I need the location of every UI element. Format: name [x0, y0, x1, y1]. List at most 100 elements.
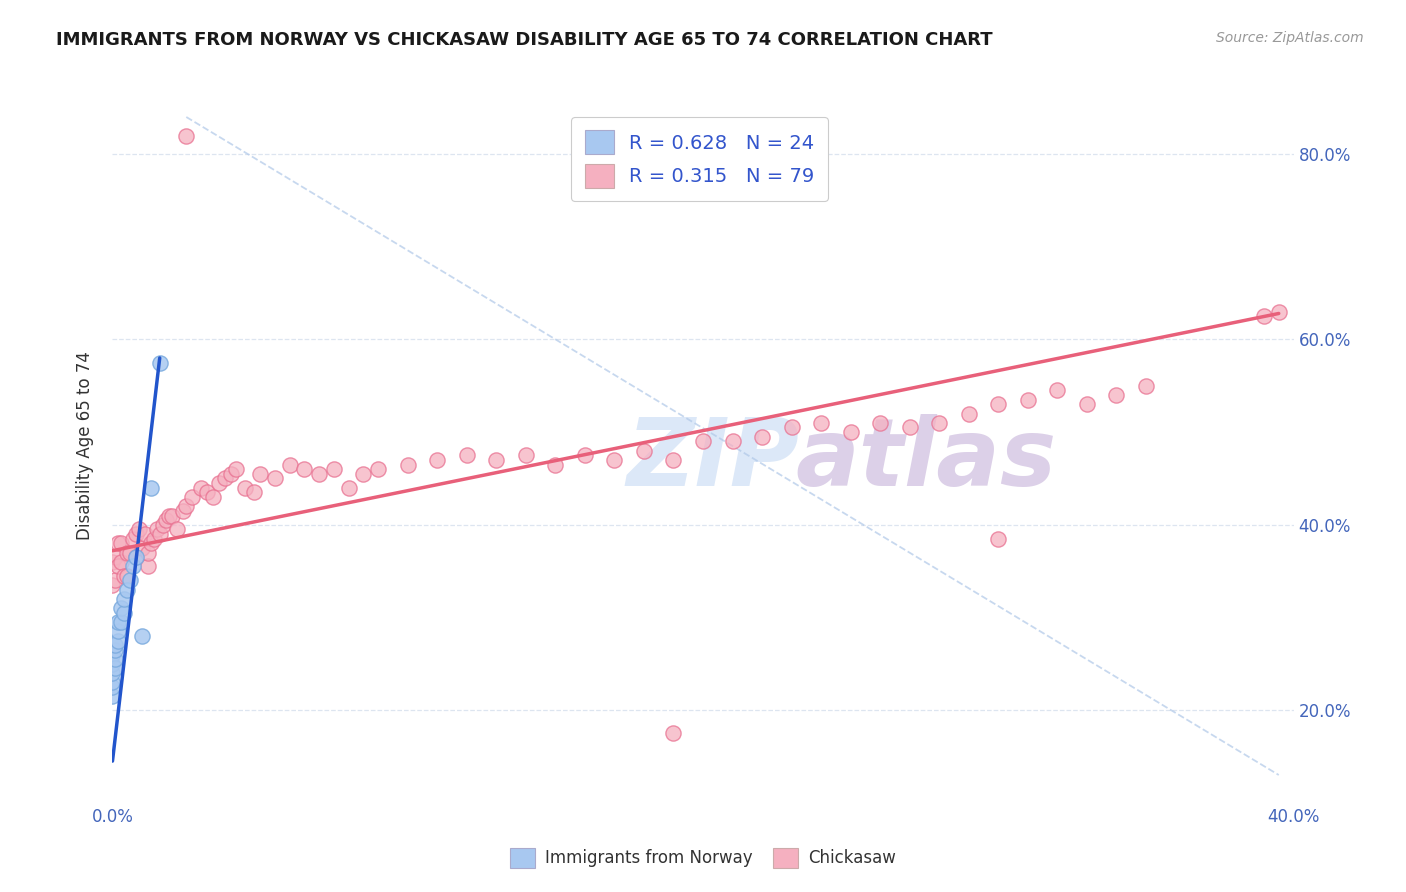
Point — [957, 407, 980, 421]
Point — [131, 541, 153, 555]
Point — [101, 675, 124, 690]
Point — [125, 550, 148, 565]
Point — [662, 726, 685, 740]
Point — [142, 532, 165, 546]
Point — [603, 453, 626, 467]
Point — [122, 532, 145, 546]
Point — [112, 568, 135, 582]
Point — [125, 550, 148, 565]
Point — [139, 536, 162, 550]
Point — [264, 471, 287, 485]
Point — [181, 490, 204, 504]
Point — [201, 490, 224, 504]
Point — [456, 448, 478, 462]
Point — [869, 416, 891, 430]
Point — [117, 568, 138, 582]
Point — [780, 420, 803, 434]
Legend: Immigrants from Norway, Chickasaw: Immigrants from Norway, Chickasaw — [503, 841, 903, 875]
Point — [101, 578, 124, 592]
Point — [574, 448, 596, 462]
Point — [1268, 304, 1291, 318]
Point — [308, 467, 330, 481]
Point — [101, 648, 124, 662]
Point — [1135, 378, 1157, 392]
Point — [117, 545, 138, 559]
Point — [104, 643, 127, 657]
Point — [107, 536, 129, 550]
Point — [157, 508, 180, 523]
Point — [104, 574, 127, 588]
Point — [396, 458, 419, 472]
Point — [987, 397, 1010, 411]
Point — [104, 550, 127, 565]
Y-axis label: Disability Age 65 to 74: Disability Age 65 to 74 — [76, 351, 94, 541]
Point — [112, 606, 135, 620]
Point — [166, 523, 188, 537]
Point — [107, 615, 129, 629]
Point — [1017, 392, 1039, 407]
Point — [633, 443, 655, 458]
Point — [101, 690, 124, 704]
Point — [101, 680, 124, 694]
Point — [117, 582, 138, 597]
Point — [190, 481, 212, 495]
Point — [721, 434, 744, 449]
Point — [136, 545, 159, 559]
Point — [485, 453, 508, 467]
Point — [249, 467, 271, 481]
Point — [208, 476, 231, 491]
Point — [898, 420, 921, 434]
Point — [110, 601, 132, 615]
Point — [225, 462, 247, 476]
Point — [152, 517, 174, 532]
Point — [101, 666, 124, 681]
Point — [110, 536, 132, 550]
Point — [125, 527, 148, 541]
Point — [839, 425, 862, 439]
Point — [120, 545, 142, 559]
Point — [426, 453, 449, 467]
Point — [352, 467, 374, 481]
Point — [101, 657, 124, 671]
Point — [110, 555, 132, 569]
Point — [149, 355, 172, 369]
Point — [107, 633, 129, 648]
Point — [233, 481, 256, 495]
Point — [662, 453, 685, 467]
Point — [174, 500, 197, 514]
Point — [1105, 388, 1128, 402]
Point — [110, 615, 132, 629]
Point — [155, 513, 177, 527]
Point — [136, 559, 159, 574]
Point — [131, 629, 153, 643]
Text: Source: ZipAtlas.com: Source: ZipAtlas.com — [1216, 31, 1364, 45]
Point — [120, 574, 142, 588]
Point — [195, 485, 218, 500]
Point — [292, 462, 315, 476]
Point — [134, 527, 156, 541]
Point — [751, 430, 773, 444]
Point — [101, 555, 124, 569]
Text: ZIP: ZIP — [626, 414, 799, 507]
Point — [128, 523, 150, 537]
Point — [104, 638, 127, 652]
Point — [810, 416, 832, 430]
Point — [112, 591, 135, 606]
Text: IMMIGRANTS FROM NORWAY VS CHICKASAW DISABILITY AGE 65 TO 74 CORRELATION CHART: IMMIGRANTS FROM NORWAY VS CHICKASAW DISA… — [56, 31, 993, 49]
Point — [174, 128, 197, 143]
Point — [122, 559, 145, 574]
Point — [149, 527, 172, 541]
Point — [243, 485, 266, 500]
Point — [214, 471, 236, 485]
Point — [987, 532, 1010, 546]
Point — [367, 462, 389, 476]
Text: atlas: atlas — [796, 414, 1056, 507]
Legend: R = 0.628   N = 24, R = 0.315   N = 79: R = 0.628 N = 24, R = 0.315 N = 79 — [571, 117, 828, 202]
Point — [146, 523, 169, 537]
Point — [337, 481, 360, 495]
Point — [1046, 384, 1069, 398]
Point — [104, 661, 127, 675]
Point — [278, 458, 301, 472]
Point — [219, 467, 242, 481]
Point — [544, 458, 567, 472]
